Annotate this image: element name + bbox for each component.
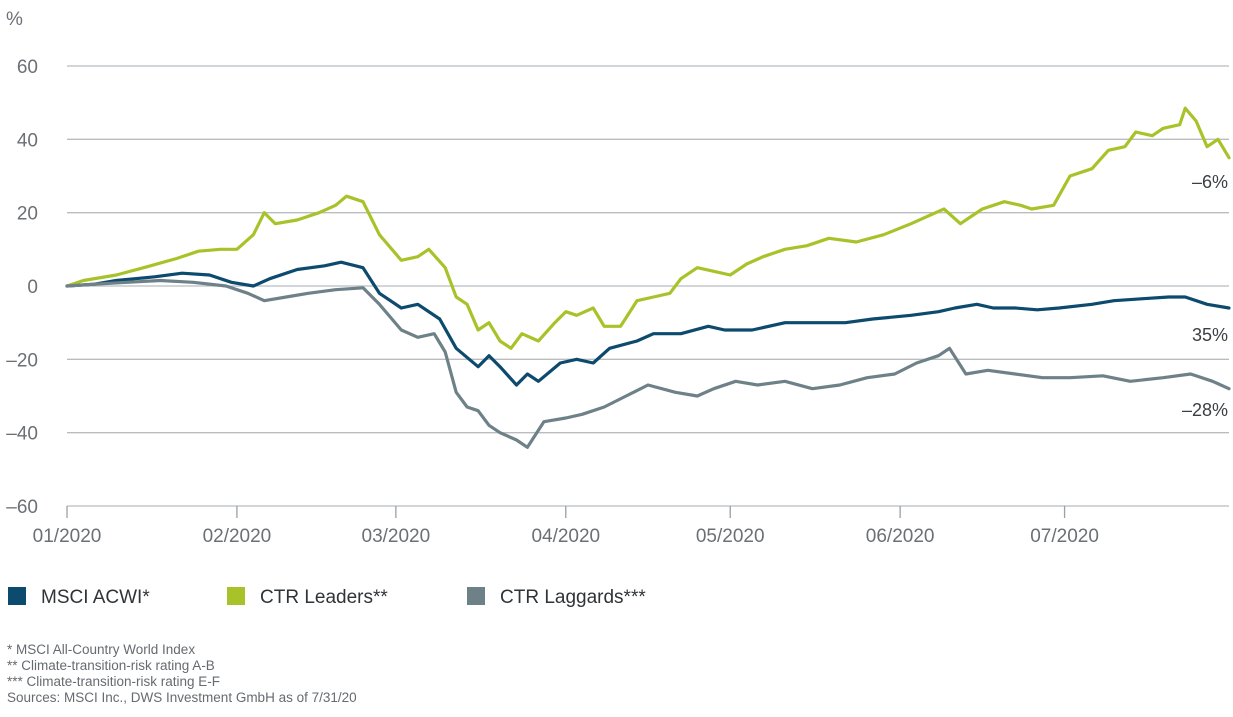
end-label-2: 35% [1192, 325, 1228, 345]
footnote-msci: * MSCI All-Country World Index [7, 642, 196, 657]
legend-label: MSCI ACWI* [41, 587, 150, 608]
series-line-1 [65, 260, 1231, 387]
footnote-leaders: ** Climate-transition-risk rating A-B [7, 658, 215, 673]
legend-swatch [467, 587, 485, 605]
y-axis-unit-label: % [6, 9, 23, 30]
footnote-sources: Sources: MSCI Inc., DWS Investment GmbH … [7, 690, 357, 705]
y-tick-label: –60 [6, 497, 38, 518]
x-tick-label: 06/2020 [866, 526, 935, 547]
x-tick-label: 01/2020 [33, 526, 102, 547]
end-value-labels: –6% 35% –28% [1182, 172, 1228, 420]
legend: MSCI ACWI* CTR Leaders** CTR Laggards*** [8, 587, 646, 608]
x-tick-label: 02/2020 [203, 526, 272, 547]
y-axis-ticks: 60 40 20 0 –20 –40 –60 [6, 57, 38, 518]
legend-swatch [227, 587, 245, 605]
x-tick-label: 07/2020 [1030, 526, 1099, 547]
y-tick-label: 40 [17, 130, 38, 151]
footnotes: * MSCI All-Country World Index ** Climat… [7, 642, 357, 706]
y-tick-label: 60 [17, 57, 38, 78]
x-tick-label: 05/2020 [696, 526, 765, 547]
x-tick-label: 04/2020 [531, 526, 600, 547]
y-tick-label: 0 [27, 277, 38, 298]
series-lines [65, 106, 1231, 449]
legend-label: CTR Laggards*** [500, 587, 646, 608]
x-axis-ticks: 01/2020 02/2020 03/2020 04/2020 05/2020 06/20… [33, 506, 1099, 547]
series-line-3 [65, 278, 1231, 449]
grid-lines [67, 65, 1229, 507]
series-line-2 [65, 106, 1231, 350]
legend-swatch [8, 587, 26, 605]
y-tick-label: –20 [6, 350, 38, 371]
y-tick-label: –40 [6, 424, 38, 445]
end-label-1: –6% [1192, 172, 1228, 192]
y-tick-label: 20 [17, 204, 38, 225]
x-tick-label: 03/2020 [362, 526, 431, 547]
end-label-3: –28% [1182, 400, 1228, 420]
legend-label: CTR Leaders** [260, 587, 388, 608]
footnote-laggards: *** Climate-transition-risk rating E-F [7, 674, 221, 689]
